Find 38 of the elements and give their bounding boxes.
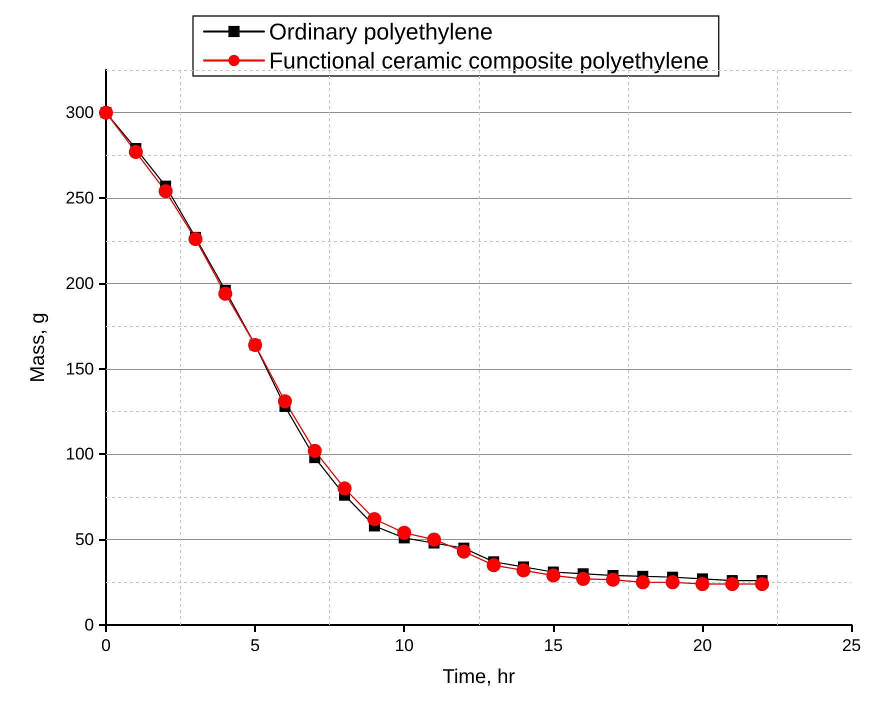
point: [606, 572, 620, 587]
point: [278, 394, 292, 408]
point: [456, 544, 471, 559]
point: [188, 232, 202, 246]
y-tick-label: 150: [66, 359, 94, 378]
point: [695, 577, 710, 592]
y-tick-label: 50: [75, 530, 94, 550]
point: [158, 184, 173, 198]
y-axis-title: Mass, g: [27, 312, 49, 383]
x-tick-label: 20: [692, 636, 712, 655]
point: [486, 558, 501, 572]
point: [338, 481, 352, 496]
point: [636, 575, 650, 590]
point: [576, 572, 590, 586]
x-tick-label: 0: [101, 636, 111, 655]
point: [725, 577, 740, 592]
y-tick-label: 100: [66, 444, 94, 464]
point: [546, 568, 560, 582]
x-tick-label: 10: [394, 636, 414, 655]
legend-label: Functional ceramic composite polyethylene: [269, 48, 709, 74]
point: [218, 286, 232, 301]
point: [308, 444, 322, 458]
x-tick-label: 15: [544, 636, 563, 655]
y-tick-label: 250: [66, 188, 94, 208]
point: [367, 512, 382, 526]
point: [755, 577, 770, 592]
x-tick-label: 25: [842, 636, 862, 655]
point: [427, 532, 442, 547]
x-tick-label: 5: [250, 636, 260, 655]
legend-label: Ordinary polyethylene: [269, 18, 493, 44]
y-tick-label: 200: [66, 274, 94, 293]
point: [516, 563, 531, 578]
point: [128, 144, 143, 159]
x-axis-title: Time, hr: [442, 666, 516, 688]
point: [397, 526, 412, 540]
y-tick-label: 300: [66, 103, 94, 122]
point: [666, 575, 680, 590]
y-tick-label: 0: [84, 616, 94, 634]
